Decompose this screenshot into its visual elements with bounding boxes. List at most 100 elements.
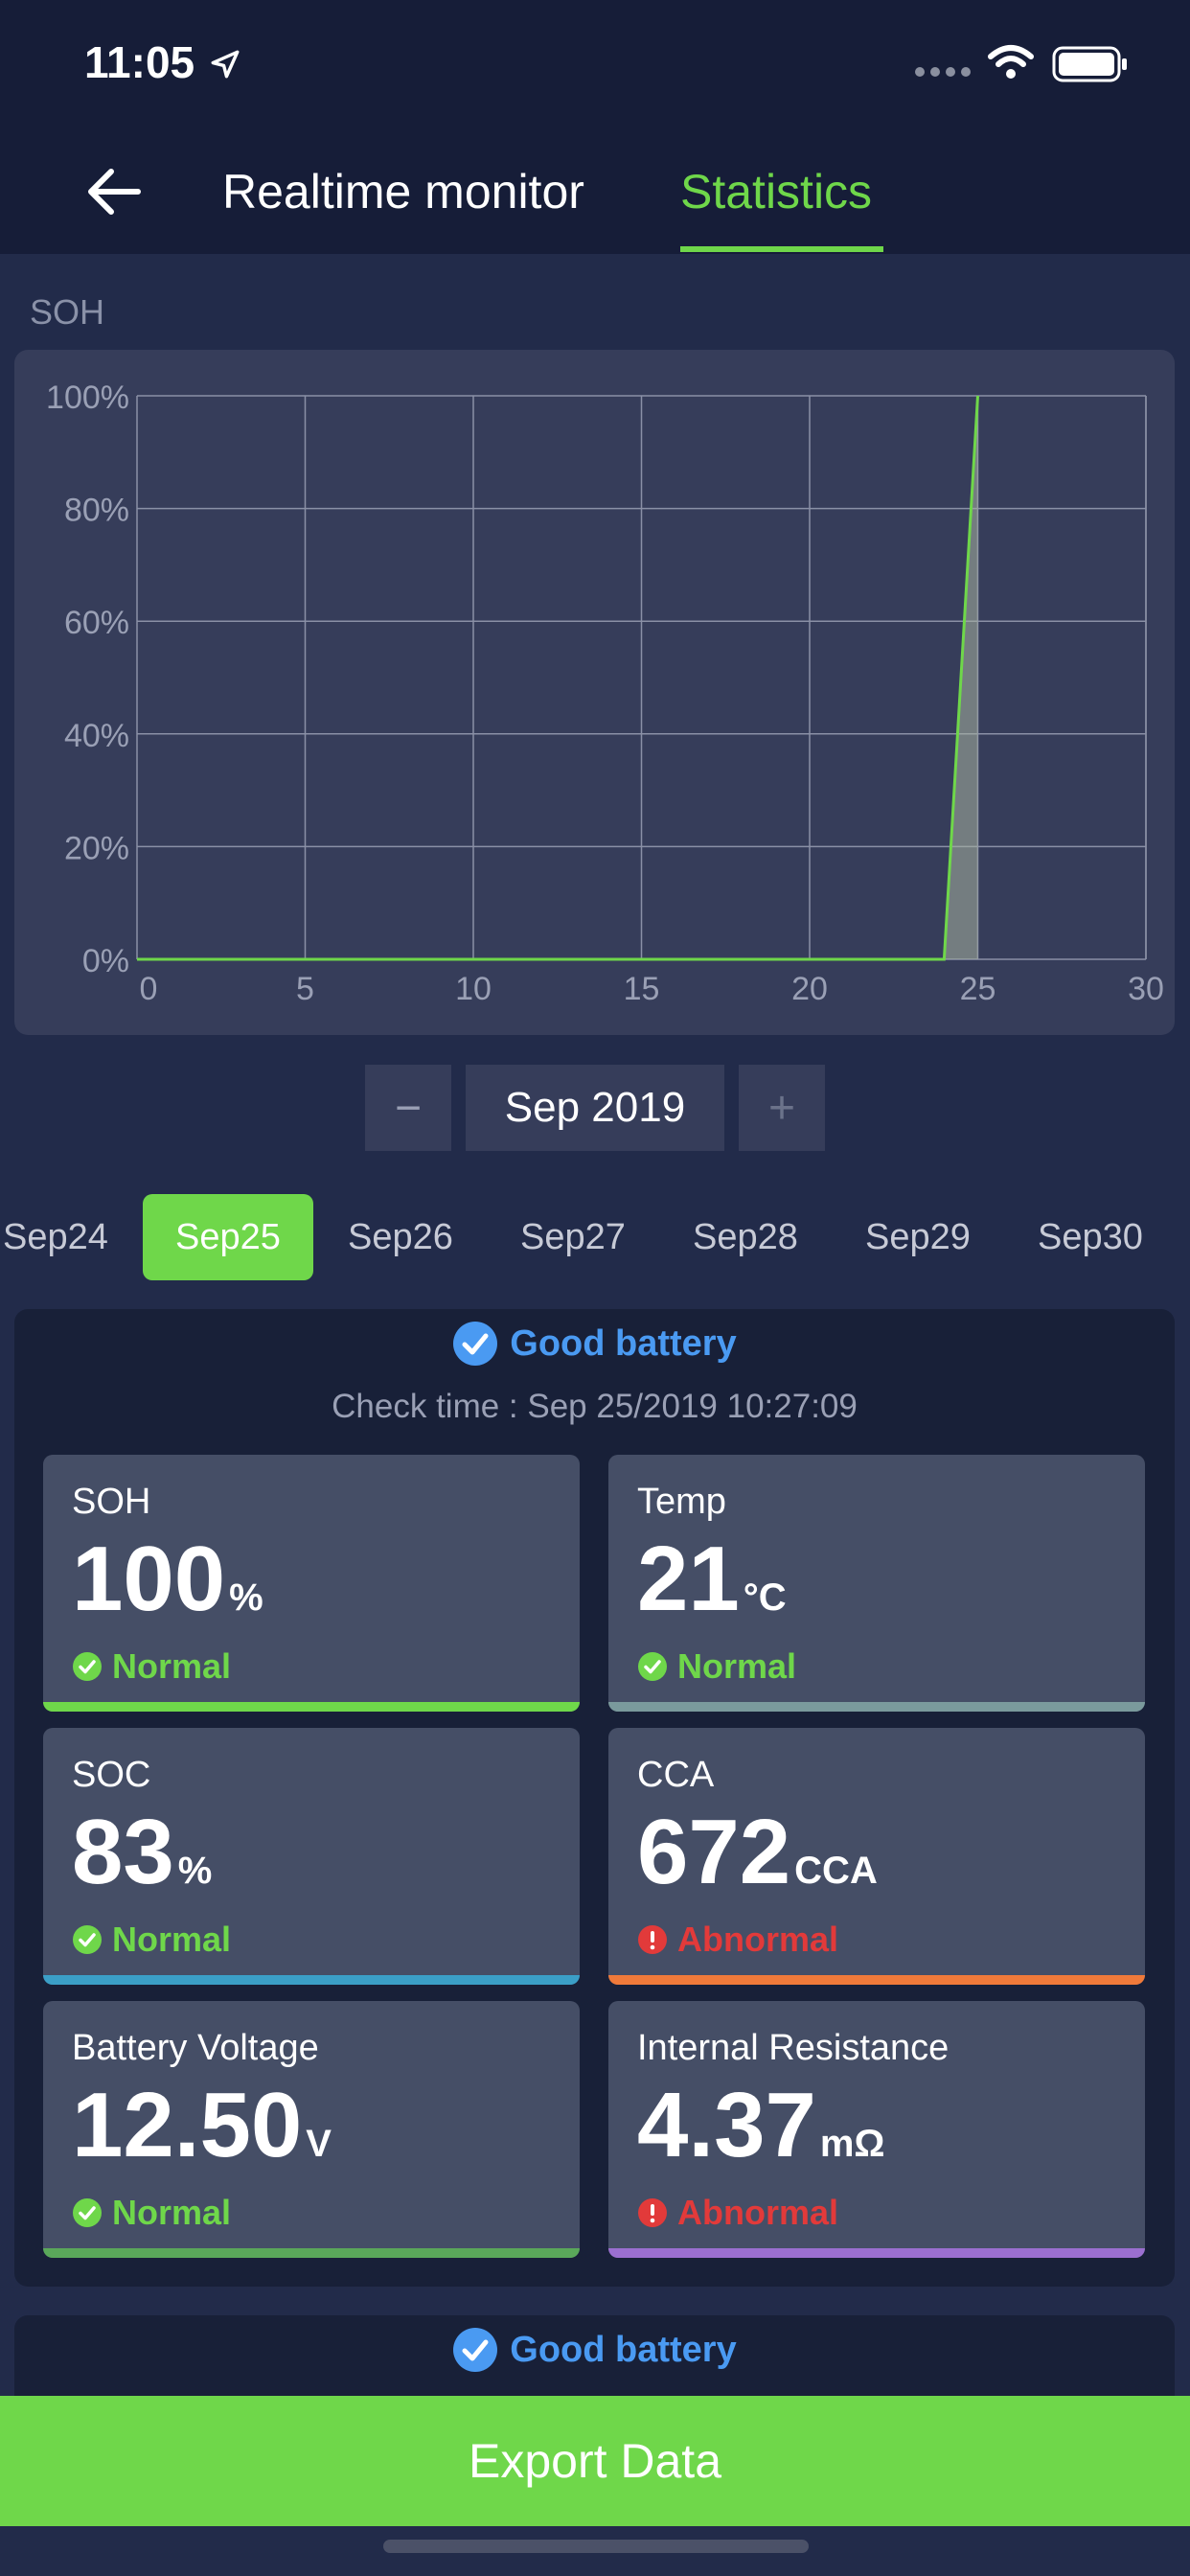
tab-statistics[interactable]: Statistics	[680, 165, 873, 218]
x-tick-label: 25	[960, 971, 996, 1007]
x-tick-label: 30	[1128, 971, 1164, 1007]
metric-unit: CCA	[794, 1850, 878, 1892]
metric-status-label: Normal	[677, 1646, 797, 1686]
metric-value: 12.50 V	[72, 2080, 332, 2172]
y-tick-label: 80%	[64, 493, 129, 529]
x-tick-label: 20	[791, 971, 828, 1007]
export-data-button[interactable]: Export Data	[0, 2396, 1190, 2526]
metric-status: Normal	[72, 1920, 231, 1960]
metric-value: 4.37 mΩ	[637, 2080, 884, 2172]
soh-chart: 0% 20% 40% 60% 80% 100% 0 5 10 15 20 25 30	[46, 380, 1164, 1007]
y-tick-label: 20%	[64, 830, 129, 866]
y-tick-label: 0%	[82, 943, 129, 979]
metric-tile-cca: CCA 672 CCA Abnormal	[608, 1728, 1145, 1985]
metric-number: 672	[637, 1801, 791, 1903]
tab-realtime-monitor[interactable]: Realtime monitor	[222, 165, 584, 218]
y-tick-label: 100%	[46, 380, 129, 416]
metric-color-bar	[43, 1702, 580, 1712]
home-indicator	[383, 2540, 809, 2553]
day-tab-sep25[interactable]: Sep25	[143, 1194, 313, 1280]
alert-circle-icon	[638, 2198, 667, 2227]
metric-tile-internal-resistance: Internal Resistance 4.37 mΩ Abnormal	[608, 2001, 1145, 2258]
status-bar: 11:05	[0, 0, 1190, 129]
day-tab-sep29[interactable]: Sep29	[865, 1217, 971, 1257]
check-circle-icon	[453, 1322, 498, 1366]
metric-color-bar	[43, 1975, 580, 1985]
metric-number: 12.50	[72, 2074, 303, 2176]
alert-circle-icon	[638, 1925, 667, 1954]
metric-color-bar	[43, 2248, 580, 2258]
metric-value: 100%	[72, 1533, 263, 1625]
metric-tile-soh: SOH 100% Normal	[43, 1455, 580, 1712]
battery-icon	[1052, 46, 1127, 82]
metric-number: 83	[72, 1801, 174, 1903]
day-selector: Sep24 Sep25 Sep26 Sep27 Sep28 Sep29 Sep30	[0, 1194, 1190, 1280]
metric-title: CCA	[637, 1755, 715, 1795]
metric-number: 21	[637, 1528, 740, 1630]
x-tick-label: 5	[296, 971, 314, 1007]
metric-tile-temp: Temp 21 °C Normal	[608, 1455, 1145, 1712]
check-time: Check time : Sep 25/2019 10:27:09	[332, 1388, 858, 1425]
check-circle-icon	[73, 1925, 102, 1954]
status-time: 11:05	[84, 37, 195, 87]
metric-unit: %	[177, 1850, 213, 1892]
back-arrow-icon[interactable]	[82, 160, 146, 223]
metric-status: Normal	[72, 2193, 231, 2233]
x-tick-label: 10	[455, 971, 492, 1007]
day-tab-sep28[interactable]: Sep28	[693, 1217, 798, 1257]
metric-number: 100	[72, 1528, 226, 1630]
check-circle-icon	[453, 2328, 498, 2372]
x-tick-label: 0	[140, 971, 158, 1007]
day-tab-sep24[interactable]: Sep24	[3, 1217, 108, 1257]
metric-status-label: Normal	[112, 1646, 232, 1686]
check-circle-icon	[638, 1652, 667, 1681]
previous-month-button[interactable]: −	[365, 1065, 451, 1151]
metric-title: SOC	[72, 1755, 151, 1795]
metric-title: Temp	[637, 1482, 726, 1522]
metric-color-bar	[608, 1702, 1145, 1712]
metric-unit: V	[306, 2123, 332, 2165]
wifi-icon	[988, 45, 1034, 79]
check-circle-icon	[73, 2198, 102, 2227]
metric-status-label: Normal	[112, 2193, 232, 2232]
metric-number: 4.37	[637, 2074, 816, 2176]
soh-series-line	[137, 395, 979, 961]
y-tick-label: 60%	[64, 605, 129, 641]
good-battery-row-2: Good battery	[14, 2327, 1175, 2373]
location-arrow-icon	[211, 50, 240, 79]
day-tab-sep26[interactable]: Sep26	[348, 1217, 453, 1257]
metric-title: Battery Voltage	[72, 2028, 319, 2068]
metric-title: Internal Resistance	[637, 2028, 950, 2068]
metric-status-label: Abnormal	[677, 2193, 839, 2232]
metric-unit: %	[229, 1576, 263, 1619]
metric-color-bar	[608, 2248, 1145, 2258]
soh-chart-card: 0% 20% 40% 60% 80% 100% 0 5 10 15 20 25 30	[14, 350, 1175, 1035]
metric-tile-soc: SOC 83% Normal	[43, 1728, 580, 1985]
next-month-button[interactable]: +	[739, 1065, 825, 1151]
metric-value: 21 °C	[637, 1533, 787, 1625]
good-battery-label-2: Good battery	[510, 2329, 737, 2370]
day-tab-sep27[interactable]: Sep27	[520, 1217, 626, 1257]
day-tab-sep30[interactable]: Sep30	[1038, 1217, 1143, 1257]
metric-unit: °C	[743, 1576, 787, 1619]
tab-underline	[680, 246, 883, 252]
metric-status-label: Abnormal	[677, 1920, 839, 1959]
metric-title: SOH	[72, 1482, 151, 1522]
metric-status: Normal	[637, 1646, 796, 1687]
good-battery-label: Good battery	[510, 1322, 737, 1364]
check-circle-icon	[73, 1652, 102, 1681]
x-tick-label: 15	[624, 971, 660, 1007]
metric-color-bar	[608, 1975, 1145, 1985]
metric-value: 672 CCA	[637, 1806, 878, 1898]
metric-value: 83%	[72, 1806, 212, 1898]
signal-icon	[915, 67, 971, 77]
metric-status: Normal	[72, 1646, 231, 1687]
metric-status-label: Normal	[112, 1920, 232, 1959]
metric-unit: mΩ	[819, 2123, 885, 2165]
nav-bar: Realtime monitor Statistics	[0, 129, 1190, 254]
y-tick-label: 40%	[64, 718, 129, 754]
metric-status: Abnormal	[637, 1920, 838, 1960]
good-battery-row: Good battery	[14, 1321, 1175, 1367]
metric-status: Abnormal	[637, 2193, 838, 2233]
chart-section-label: SOH	[30, 292, 105, 332]
